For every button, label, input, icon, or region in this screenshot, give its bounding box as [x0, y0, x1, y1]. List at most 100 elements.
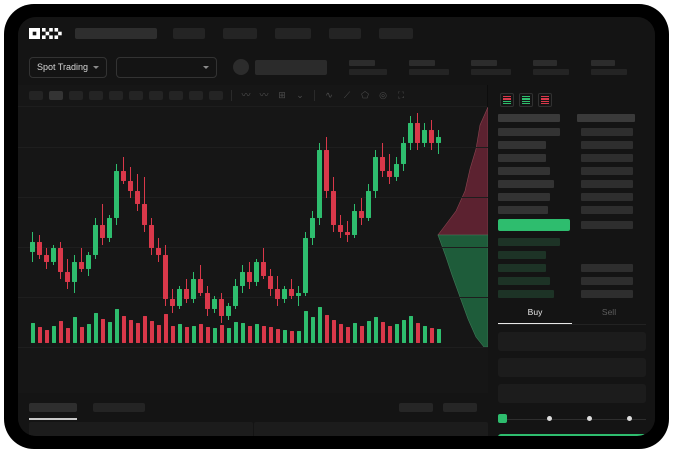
- order-total-field[interactable]: [498, 384, 646, 403]
- nav-item-3[interactable]: [275, 27, 311, 39]
- settings-icon[interactable]: ◎: [379, 90, 387, 100]
- orderbook-bid-row[interactable]: [498, 290, 554, 298]
- volume-bar: [366, 320, 371, 343]
- candle: [436, 107, 441, 393]
- nav-item-5[interactable]: [379, 27, 413, 39]
- order-book[interactable]: [489, 114, 655, 298]
- orderbook-ask-row[interactable]: [498, 167, 550, 175]
- amount-slider[interactable]: [498, 413, 646, 425]
- volume-bar: [226, 328, 231, 343]
- orderbook-display-modes: [489, 85, 655, 114]
- timeframe-button-1[interactable]: [29, 91, 43, 100]
- candle: [93, 107, 98, 393]
- timeframe-button-8[interactable]: [169, 91, 183, 100]
- orderbook-last-price-row[interactable]: [498, 219, 570, 231]
- slider-step-2[interactable]: [587, 416, 592, 421]
- candle: [422, 107, 427, 393]
- orderbook-ask-row[interactable]: [498, 141, 546, 149]
- orders-cell-1: [29, 422, 253, 436]
- order-price-field[interactable]: [498, 332, 646, 351]
- candle: [359, 107, 364, 393]
- orders-cell-2: [253, 422, 488, 436]
- chevron-down-icon[interactable]: ⌄: [296, 90, 304, 100]
- candlestick-icon[interactable]: 〰: [241, 90, 251, 100]
- volume-bar: [254, 323, 259, 343]
- nav-item-2[interactable]: [223, 27, 257, 39]
- fullscreen-icon[interactable]: ⛶: [397, 90, 405, 100]
- timeframe-button-2[interactable]: [49, 91, 63, 100]
- orderbook-ask-row[interactable]: [498, 206, 548, 214]
- candle: [366, 107, 371, 393]
- depth-area: [437, 234, 488, 347]
- slider-step-1[interactable]: [547, 416, 552, 421]
- volume-bar: [422, 325, 427, 343]
- candle: [219, 107, 224, 393]
- volume-bar: [212, 327, 217, 343]
- volume-bar: [282, 330, 287, 343]
- camera-icon[interactable]: ⬠: [361, 90, 369, 100]
- volume-bar: [373, 316, 378, 343]
- volume-bar: [331, 319, 336, 343]
- nav-item-4[interactable]: [329, 27, 361, 39]
- orderbook-ask-row[interactable]: [498, 180, 554, 188]
- timeframe-button-6[interactable]: [129, 91, 143, 100]
- submit-order-button[interactable]: [498, 434, 646, 436]
- orderbook-ask-amount: [581, 180, 633, 188]
- candle: [198, 107, 203, 393]
- market-type-dropdown[interactable]: Spot Trading: [29, 56, 108, 78]
- candle: [268, 107, 273, 393]
- trend-icon[interactable]: ∿: [325, 90, 333, 100]
- nav-item-1[interactable]: [173, 27, 205, 39]
- ruler-icon[interactable]: ⟋: [343, 90, 351, 100]
- candle: [352, 107, 357, 393]
- last-price-value: [255, 59, 328, 75]
- slider-handle[interactable]: [498, 414, 507, 423]
- timeframe-button-4[interactable]: [89, 91, 103, 100]
- slider-step-3[interactable]: [627, 416, 632, 421]
- orderbook-ask-amount: [581, 193, 633, 201]
- orders-tab-open[interactable]: [29, 402, 77, 420]
- orderbook-ask-row[interactable]: [498, 128, 560, 136]
- orderbook-ask-row[interactable]: [498, 193, 550, 201]
- candlestick-chart[interactable]: [18, 107, 488, 393]
- timeframe-button-10[interactable]: [209, 91, 223, 100]
- orderbook-mode-asks[interactable]: [538, 93, 552, 107]
- candle: [261, 107, 266, 393]
- volume-bar: [86, 323, 91, 343]
- orders-action-2[interactable]: [443, 402, 477, 412]
- candle: [191, 107, 196, 393]
- timeframe-button-9[interactable]: [189, 91, 203, 100]
- order-amount-field[interactable]: [498, 358, 646, 377]
- timeframe-button-7[interactable]: [149, 91, 163, 100]
- candle: [149, 107, 154, 393]
- line-chart-icon[interactable]: 〰: [259, 90, 269, 100]
- volume-bar: [345, 326, 350, 343]
- global-search-input[interactable]: [75, 27, 157, 39]
- orderbook-ask-row[interactable]: [498, 154, 546, 162]
- volume-bar: [401, 319, 406, 343]
- trading-pair-dropdown[interactable]: [116, 56, 218, 78]
- orderbook-bid-row[interactable]: [498, 264, 546, 272]
- orderbook-mode-both[interactable]: [500, 93, 514, 107]
- tab-sell[interactable]: Sell: [601, 307, 617, 317]
- timeframe-button-5[interactable]: [109, 91, 123, 100]
- volume-bar: [142, 316, 147, 343]
- okx-logo[interactable]: [29, 27, 63, 39]
- ticker-stat-3-value: [471, 68, 512, 75]
- orderbook-bid-row[interactable]: [498, 251, 546, 259]
- orderbook-ask-amount: [581, 154, 633, 162]
- orderbook-bid-row[interactable]: [498, 277, 550, 285]
- orders-tab-history[interactable]: [93, 402, 145, 412]
- timeframe-button-3[interactable]: [69, 91, 83, 100]
- candle: [240, 107, 245, 393]
- orderbook-bid-row[interactable]: [498, 238, 560, 246]
- candle: [387, 107, 392, 393]
- tab-buy[interactable]: Buy: [498, 300, 572, 324]
- slider-track: [502, 418, 646, 420]
- candle: [30, 107, 35, 393]
- volume-bar: [170, 326, 175, 343]
- indicator-icon[interactable]: ⊞: [278, 90, 286, 100]
- orders-action-1[interactable]: [399, 402, 433, 412]
- orderbook-mode-bids[interactable]: [519, 93, 533, 107]
